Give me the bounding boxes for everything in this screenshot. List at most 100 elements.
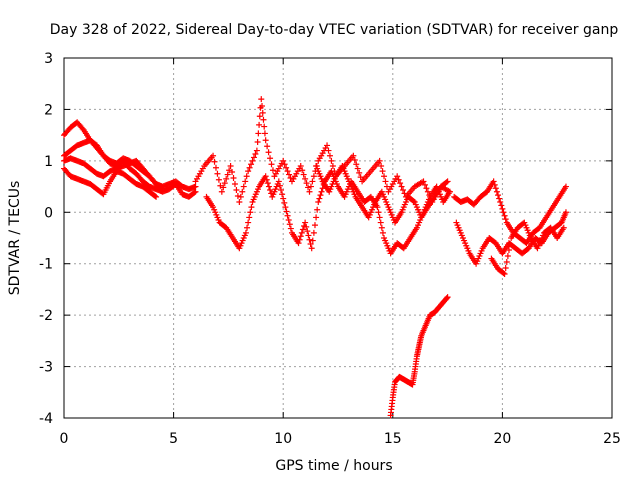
y-tick-label: -4 [39, 411, 53, 427]
data-point [423, 185, 430, 192]
data-point [305, 232, 312, 239]
chart-title: Day 328 of 2022, Sidereal Day-to-day VTE… [50, 22, 619, 38]
data-point [283, 164, 290, 171]
data-point [246, 164, 253, 171]
data-point [420, 178, 427, 185]
data-point [229, 169, 236, 175]
data-point [262, 137, 269, 144]
data-point [284, 212, 291, 219]
data-point [275, 178, 282, 185]
data-point [240, 183, 247, 190]
data-point [239, 188, 246, 195]
data-point [303, 180, 310, 187]
data-point [504, 253, 511, 259]
data-point [287, 225, 294, 232]
y-axis-label: SDTVAR / TECUs [7, 181, 23, 296]
series-track-k [387, 294, 451, 419]
data-point [281, 199, 288, 206]
data-point [424, 188, 431, 195]
data-point [234, 193, 241, 199]
data-point [328, 157, 335, 164]
y-tick-label: -1 [39, 257, 53, 273]
data-point [329, 163, 336, 169]
y-tick-labels: 3 2 1 0 -1 -2 -3 -4 [39, 51, 53, 427]
data-point [233, 187, 240, 193]
series-track-h [451, 178, 569, 247]
data-point [245, 219, 252, 226]
data-point [159, 186, 166, 193]
data-point [314, 206, 321, 213]
data-point [231, 181, 238, 187]
data-point [268, 161, 275, 168]
data-point [317, 192, 324, 199]
data-point [496, 195, 503, 202]
data-point [353, 161, 360, 168]
data-point [497, 199, 504, 205]
data-point [499, 205, 506, 212]
data-point [303, 223, 310, 230]
data-point [498, 202, 505, 209]
data-point [299, 226, 306, 233]
data-point [318, 188, 325, 195]
data-point [223, 175, 230, 182]
data-point [444, 294, 451, 301]
data-point [258, 96, 265, 103]
data-point [265, 183, 272, 190]
data-point [151, 193, 158, 199]
data-point [284, 168, 291, 175]
data-point [379, 229, 386, 236]
data-point [315, 199, 322, 205]
data-point [306, 188, 313, 195]
data-point [230, 175, 237, 181]
data-point [191, 189, 198, 196]
data-point [350, 152, 357, 159]
data-point [264, 143, 271, 150]
data-point [227, 163, 234, 169]
data-point [377, 219, 384, 226]
series-track-g [313, 163, 451, 226]
data-point [501, 271, 508, 277]
data-point [381, 173, 388, 180]
data-point [242, 229, 249, 236]
data-point [295, 240, 302, 247]
data-point [263, 176, 270, 183]
data-point [297, 233, 304, 240]
data-point [309, 237, 316, 244]
data-point [379, 168, 386, 175]
data-point [280, 157, 287, 164]
data-point [507, 241, 514, 247]
data-point [316, 195, 323, 202]
data-point [79, 125, 86, 132]
data-point [214, 170, 221, 177]
data-point [282, 204, 289, 211]
data-point [267, 155, 274, 162]
data-point [211, 158, 218, 165]
data-point [304, 228, 311, 235]
data-point [378, 224, 385, 231]
data-point [400, 187, 407, 193]
data-point [153, 193, 160, 200]
series-track-b [61, 137, 199, 200]
data-point [302, 219, 309, 226]
data-point [249, 157, 256, 164]
data-point [493, 188, 500, 195]
data-point [505, 247, 512, 253]
data-point [490, 178, 497, 185]
data-point [279, 191, 286, 198]
data-point [248, 161, 255, 168]
data-point [278, 187, 285, 193]
y-tick-label: 0 [44, 205, 53, 221]
data-point [500, 270, 507, 277]
data-point [443, 295, 450, 301]
data-point [267, 187, 274, 193]
data-point [215, 176, 222, 183]
data-point [224, 171, 231, 178]
data-point [375, 209, 382, 216]
data-point [269, 167, 276, 174]
data-point [382, 178, 389, 185]
x-axis-label: GPS time / hours [275, 458, 392, 474]
axis-ticks [63, 57, 613, 419]
data-point [299, 167, 306, 174]
data-point [491, 181, 498, 188]
data-point [351, 157, 358, 163]
